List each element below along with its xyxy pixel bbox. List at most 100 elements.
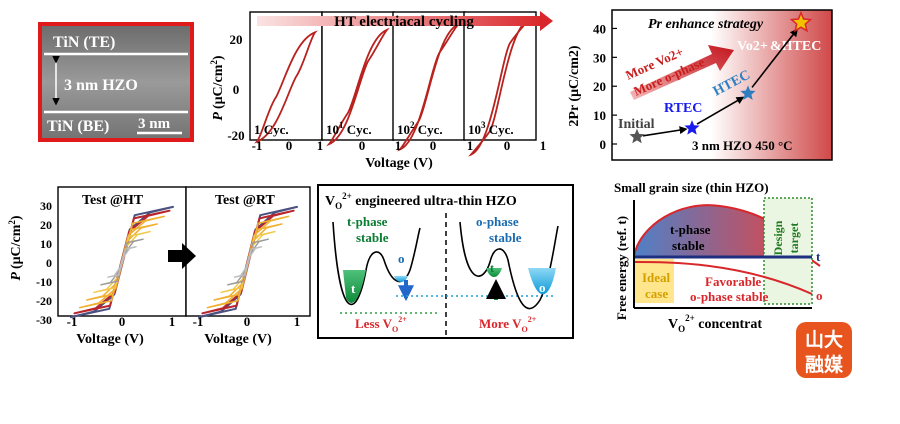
test-xtick: 1	[294, 314, 301, 329]
vo-title: VO2+ engineered ultra-thin HZO	[325, 191, 517, 211]
test-ytick: 20	[40, 218, 52, 232]
design-target-zone	[763, 197, 813, 305]
strategy-ylabel: 2Pr (μC/cm2)	[567, 45, 582, 126]
cycling-xtick: 1	[317, 138, 324, 153]
energy-t-label: t	[816, 249, 821, 264]
strategy-big-arrow	[630, 45, 734, 100]
test-pe-loop	[107, 246, 137, 278]
vo-t-label-right: t	[490, 261, 494, 275]
test-panels	[57, 186, 311, 319]
test-xtick: 0	[119, 314, 126, 329]
cycling-xtick: 1	[540, 138, 547, 153]
energy-design-label: Design	[771, 220, 785, 255]
logo: 山大 融媒	[796, 322, 852, 378]
ideal-case-zone	[634, 259, 674, 303]
pe-loop	[326, 27, 390, 147]
test-xtick: -1	[67, 314, 78, 329]
strategy-link-2	[696, 96, 745, 125]
energy-case-label: case	[645, 286, 668, 301]
cycling-xtick: 0	[286, 138, 293, 153]
cycling-ytick-0: 0	[233, 82, 240, 97]
test-ytick: 0	[46, 256, 52, 270]
energy-favorable-label: Favorable	[705, 274, 762, 289]
left-energy-curve	[332, 221, 421, 306]
test-xlabel-rt: Voltage (V)	[204, 332, 272, 347]
vo-panel: VO2+ engineered ultra-thin HZO t-phase s…	[317, 184, 574, 339]
energy-t-phase-label: t-phase	[670, 222, 711, 237]
pe-loop	[254, 30, 318, 144]
t-phase-dome	[634, 205, 806, 256]
strategy-point-initial	[629, 128, 645, 144]
test-xtick: 0	[244, 314, 251, 329]
vo-less-label: Less VO2+	[355, 315, 407, 334]
cycling-ytick-neg20: -20	[227, 128, 244, 143]
strategy-point-rtec	[684, 120, 700, 135]
cycle-label: 1 Cyc.	[254, 122, 289, 137]
cycling-xtick: 1	[395, 138, 402, 153]
strategy-ytick: 0	[600, 137, 607, 152]
cycling-banner-arrowhead	[540, 11, 553, 31]
energy-o-label: o	[816, 288, 823, 303]
test-xtick: 1	[169, 314, 176, 329]
vo-t-label-left: t	[351, 281, 356, 296]
strategy-points	[629, 10, 813, 144]
test-ytick: 30	[40, 199, 52, 213]
tem-frame	[38, 22, 194, 142]
strategy-yticks: 40 30 20 10 0	[593, 21, 617, 152]
right-t-well	[486, 268, 502, 277]
strategy-initial-label: Initial	[618, 117, 655, 132]
test-xlabel-ht: Voltage (V)	[76, 332, 144, 347]
tem-be-label: TiN (BE)	[47, 118, 109, 135]
logo-text-bottom: 融媒	[805, 354, 844, 376]
tem-image: TiN (TE) 3 nm HZO TiN (BE) 3 nm	[38, 22, 194, 142]
strategy-ytick: 20	[593, 79, 606, 94]
ht-to-rt-arrow	[168, 243, 196, 269]
tem-hzo-label: 3 nm HZO	[64, 77, 138, 94]
strategy-point-vo2-htec	[789, 10, 813, 33]
vo-o-phase-label: o-phase	[476, 214, 519, 229]
o-phase-line	[633, 261, 813, 295]
cycling-ytick-20: 20	[230, 32, 243, 47]
strategy-link-3	[751, 28, 798, 88]
energy-xlabel: VO2+ concentrat	[668, 313, 762, 334]
strategy-title: Pr enhance strategy	[648, 17, 764, 32]
cycle-label: 101 Cyc.	[326, 120, 372, 137]
vo-o-label-right: o	[539, 280, 546, 295]
vo-o-label-left: o	[398, 251, 405, 266]
energy-ylabel: Free energy (ref. t)	[614, 216, 629, 320]
logo-badge	[796, 322, 852, 378]
cycling-xtick: -1	[252, 138, 263, 153]
cycling-xtick: 0	[430, 138, 437, 153]
strategy-ytick: 40	[593, 21, 606, 36]
vo-t-stable-label: stable	[356, 230, 389, 245]
strategy-target-label-1: Vo2+	[737, 39, 768, 54]
cycling-xlabel: Voltage (V)	[365, 156, 433, 171]
energy-ideal-label: Ideal	[642, 270, 671, 285]
cycling-banner: HT electriacal cycling	[334, 14, 474, 30]
energy-ostable-label: o-phase stable	[690, 289, 769, 304]
left-t-well	[343, 270, 366, 303]
strategy-chart: 2Pr (μC/cm2) 40 30 20 10 0 Pr enhance strate…	[567, 9, 833, 161]
strategy-link-1	[642, 126, 688, 137]
test-pe-loop	[233, 246, 263, 278]
test-ytick: -30	[36, 313, 52, 327]
strategy-ytick: 30	[593, 50, 606, 65]
energy-stable-label: stable	[672, 238, 705, 253]
strategy-footer: 3 nm HZO 450 °C	[692, 138, 793, 153]
cycling-xtick: 0	[504, 138, 511, 153]
test-xtick: -1	[193, 314, 204, 329]
strategy-target-label-2: &HTEC	[770, 39, 821, 54]
cycling-xtick: 1	[467, 138, 474, 153]
test-ytick: -20	[36, 294, 52, 308]
cycling-panels: 1 Cyc. 101 Cyc. 102 Cyc. 103 Cyc.	[249, 11, 537, 156]
strategy-ytick: 10	[593, 108, 606, 123]
test-rt-label: Test @RT	[215, 193, 276, 208]
test-ytick: 10	[40, 237, 52, 251]
energy-target-label: target	[787, 223, 801, 254]
strategy-rtec-label: RTEC	[664, 101, 702, 116]
tem-te-label: TiN (TE)	[53, 34, 115, 51]
cycle-label: 102 Cyc.	[397, 120, 443, 137]
vo-more-label: More VO2+	[479, 315, 537, 334]
cycling-xtick: 0	[359, 138, 366, 153]
